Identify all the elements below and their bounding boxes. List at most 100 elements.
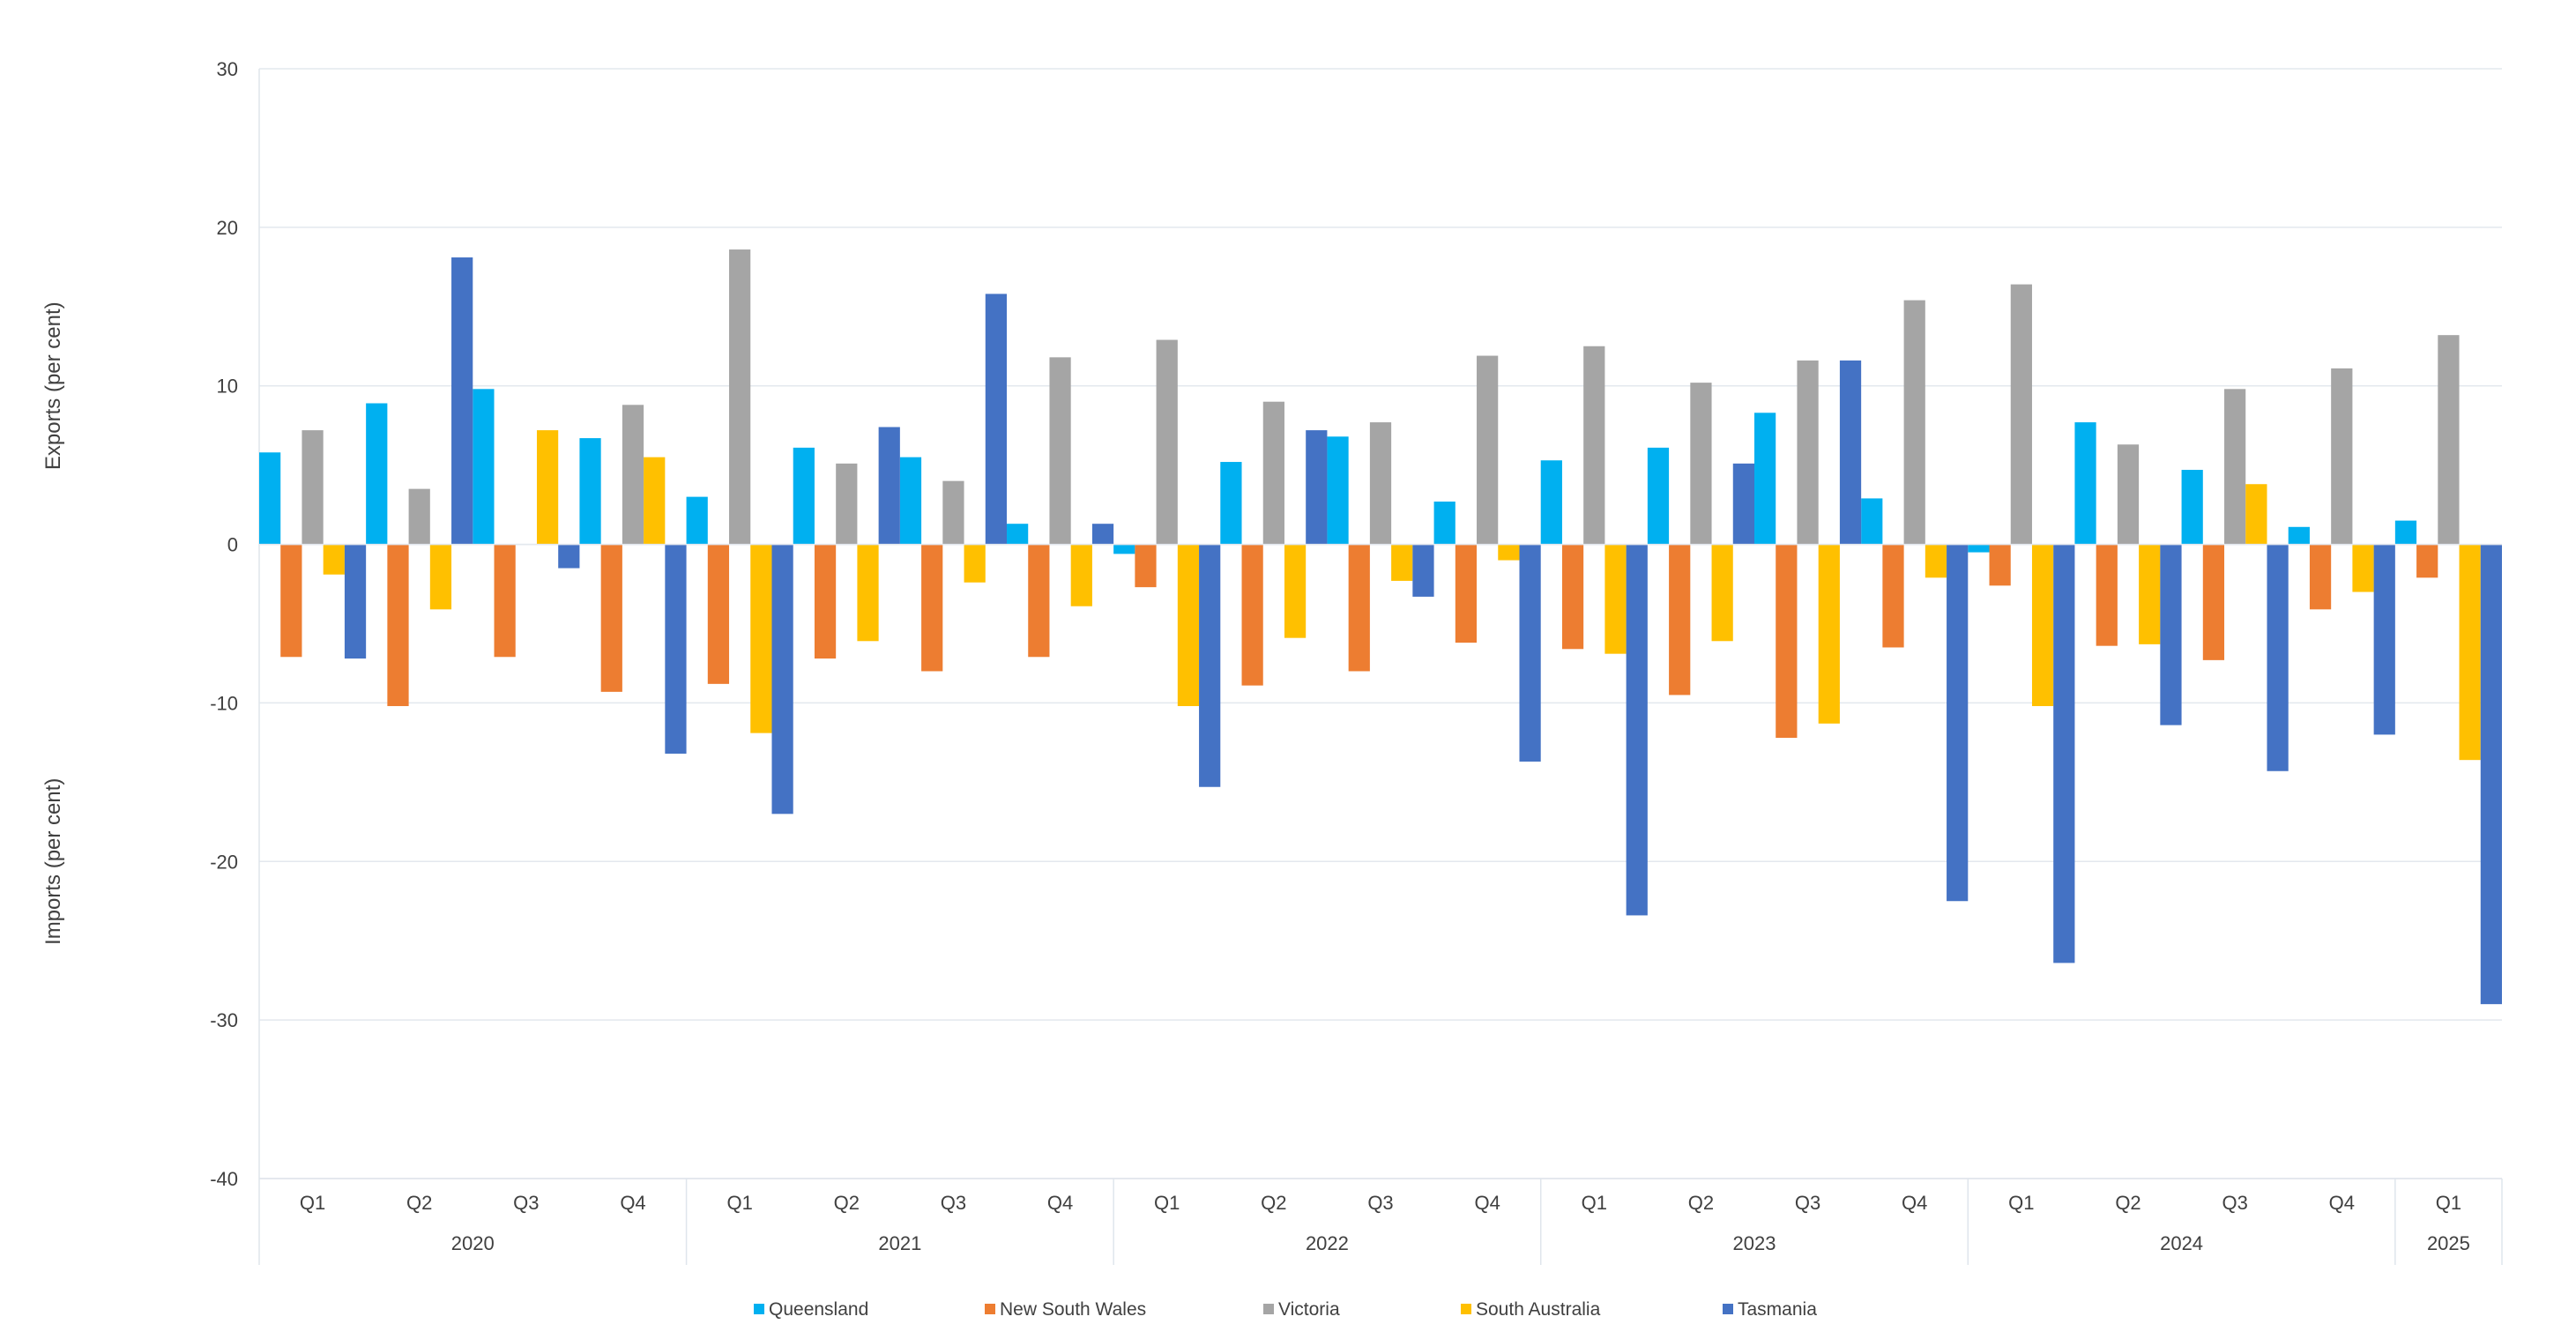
bar-tasmania <box>771 544 793 814</box>
bar-south-australia <box>2352 544 2374 592</box>
bar-victoria <box>2331 368 2353 545</box>
x-tick-label-quarter: Q2 <box>1688 1192 1714 1214</box>
bar-queensland <box>1220 462 1242 545</box>
x-tick-label-quarter: Q2 <box>834 1192 860 1214</box>
bar-tasmania <box>2160 544 2182 725</box>
bar-queensland <box>1433 502 1456 545</box>
bar-south-australia <box>1391 544 1413 581</box>
bar-tasmania <box>1306 430 1328 545</box>
y-tick-label: -40 <box>210 1168 238 1190</box>
bar-victoria <box>1156 339 1178 545</box>
bar-victoria <box>729 249 751 545</box>
legend-swatch <box>1723 1304 1733 1314</box>
bar-new-south-wales <box>1135 544 1157 588</box>
bar-victoria <box>2117 444 2140 545</box>
bar-victoria <box>1797 360 1819 545</box>
legend-label: Victoria <box>1278 1299 1340 1320</box>
x-tick-label-year: 2025 <box>2427 1232 2470 1254</box>
legend-label: South Australia <box>1476 1299 1601 1320</box>
bar-new-south-wales <box>1241 544 1263 686</box>
legend-swatch <box>1461 1304 1471 1314</box>
y-tick-label: 0 <box>227 534 238 556</box>
x-tick-label-quarter: Q1 <box>2008 1192 2034 1214</box>
bar-queensland <box>1861 498 1883 545</box>
x-tick-label-quarter: Q3 <box>941 1192 966 1214</box>
bar-tasmania <box>1412 544 1434 597</box>
bar-victoria <box>1262 401 1284 545</box>
x-tick-label-year: 2021 <box>878 1232 921 1254</box>
bar-queensland <box>1754 413 1776 545</box>
bar-tasmania <box>1839 360 1862 545</box>
x-tick-label-quarter: Q4 <box>1047 1192 1073 1214</box>
bar-new-south-wales <box>2202 544 2225 660</box>
bar-new-south-wales <box>1561 544 1584 650</box>
bar-victoria <box>942 480 964 545</box>
bar-queensland <box>259 452 281 545</box>
legend-swatch <box>754 1304 764 1314</box>
bar-victoria <box>836 463 858 545</box>
bar-victoria <box>408 488 430 545</box>
bar-victoria <box>1903 300 1925 545</box>
bar-victoria <box>2010 284 2032 545</box>
x-tick-label-year: 2020 <box>451 1232 495 1254</box>
x-tick-label-quarter: Q4 <box>2329 1192 2355 1214</box>
y-tick-label: -30 <box>210 1009 238 1031</box>
bar-new-south-wales <box>2309 544 2332 610</box>
bar-new-south-wales <box>280 544 302 658</box>
x-tick-label-quarter: Q1 <box>726 1192 752 1214</box>
bar-tasmania <box>2480 544 2502 1005</box>
bar-new-south-wales <box>494 544 516 658</box>
bar-new-south-wales <box>1455 544 1478 643</box>
bar-queensland <box>899 457 922 545</box>
bar-victoria <box>2438 335 2460 545</box>
x-tick-label-quarter: Q3 <box>2222 1192 2247 1214</box>
bar-queensland <box>686 496 708 545</box>
bar-queensland <box>2181 470 2203 545</box>
bar-tasmania <box>878 427 900 545</box>
bar-south-australia <box>2031 544 2054 707</box>
bar-queensland <box>1540 460 1562 545</box>
bar-victoria <box>1477 355 1499 545</box>
y-tick-label: 20 <box>217 217 238 239</box>
legend-swatch <box>1263 1304 1274 1314</box>
x-tick-label-quarter: Q3 <box>513 1192 539 1214</box>
y-axis-label-exports: Exports (per cent) <box>41 301 65 470</box>
bar-tasmania <box>344 544 367 659</box>
bar-south-australia <box>2245 484 2267 545</box>
legend-label: Queensland <box>769 1299 868 1320</box>
bar-new-south-wales <box>1669 544 1691 695</box>
bar-tasmania <box>1947 544 1969 902</box>
bar-victoria <box>622 405 644 545</box>
bar-new-south-wales <box>1776 544 1798 738</box>
bar-south-australia <box>644 457 666 545</box>
bar-south-australia <box>1818 544 1840 724</box>
bar-south-australia <box>1498 544 1520 561</box>
bar-queensland <box>579 438 601 545</box>
bar-tasmania <box>1732 463 1754 545</box>
bar-tasmania <box>665 544 687 754</box>
bar-tasmania <box>1519 544 1541 762</box>
x-tick-label-quarter: Q1 <box>300 1192 325 1214</box>
legend-swatch <box>985 1304 995 1314</box>
bar-tasmania <box>2267 544 2289 771</box>
x-tick-label-year: 2023 <box>1733 1232 1776 1254</box>
bar-south-australia <box>964 544 986 583</box>
bar-queensland <box>1327 436 1349 545</box>
bar-victoria <box>1369 422 1392 545</box>
bar-south-australia <box>1284 544 1307 638</box>
y-axis-label-imports: Imports (per cent) <box>41 778 65 945</box>
bar-victoria <box>1049 357 1071 545</box>
bar-new-south-wales <box>2416 544 2438 578</box>
x-tick-label-quarter: Q1 <box>1154 1192 1180 1214</box>
bar-tasmania <box>2053 544 2075 963</box>
bar-south-australia <box>750 544 772 733</box>
bar-tasmania <box>558 544 580 569</box>
x-tick-label-quarter: Q2 <box>1261 1192 1286 1214</box>
bar-queensland <box>1007 524 1029 545</box>
bar-new-south-wales <box>1989 544 2011 586</box>
y-tick-label: 10 <box>217 376 238 398</box>
bar-victoria <box>2224 389 2246 545</box>
bar-victoria <box>302 430 324 545</box>
bar-queensland <box>2288 526 2310 545</box>
x-tick-label-quarter: Q4 <box>1902 1192 1927 1214</box>
